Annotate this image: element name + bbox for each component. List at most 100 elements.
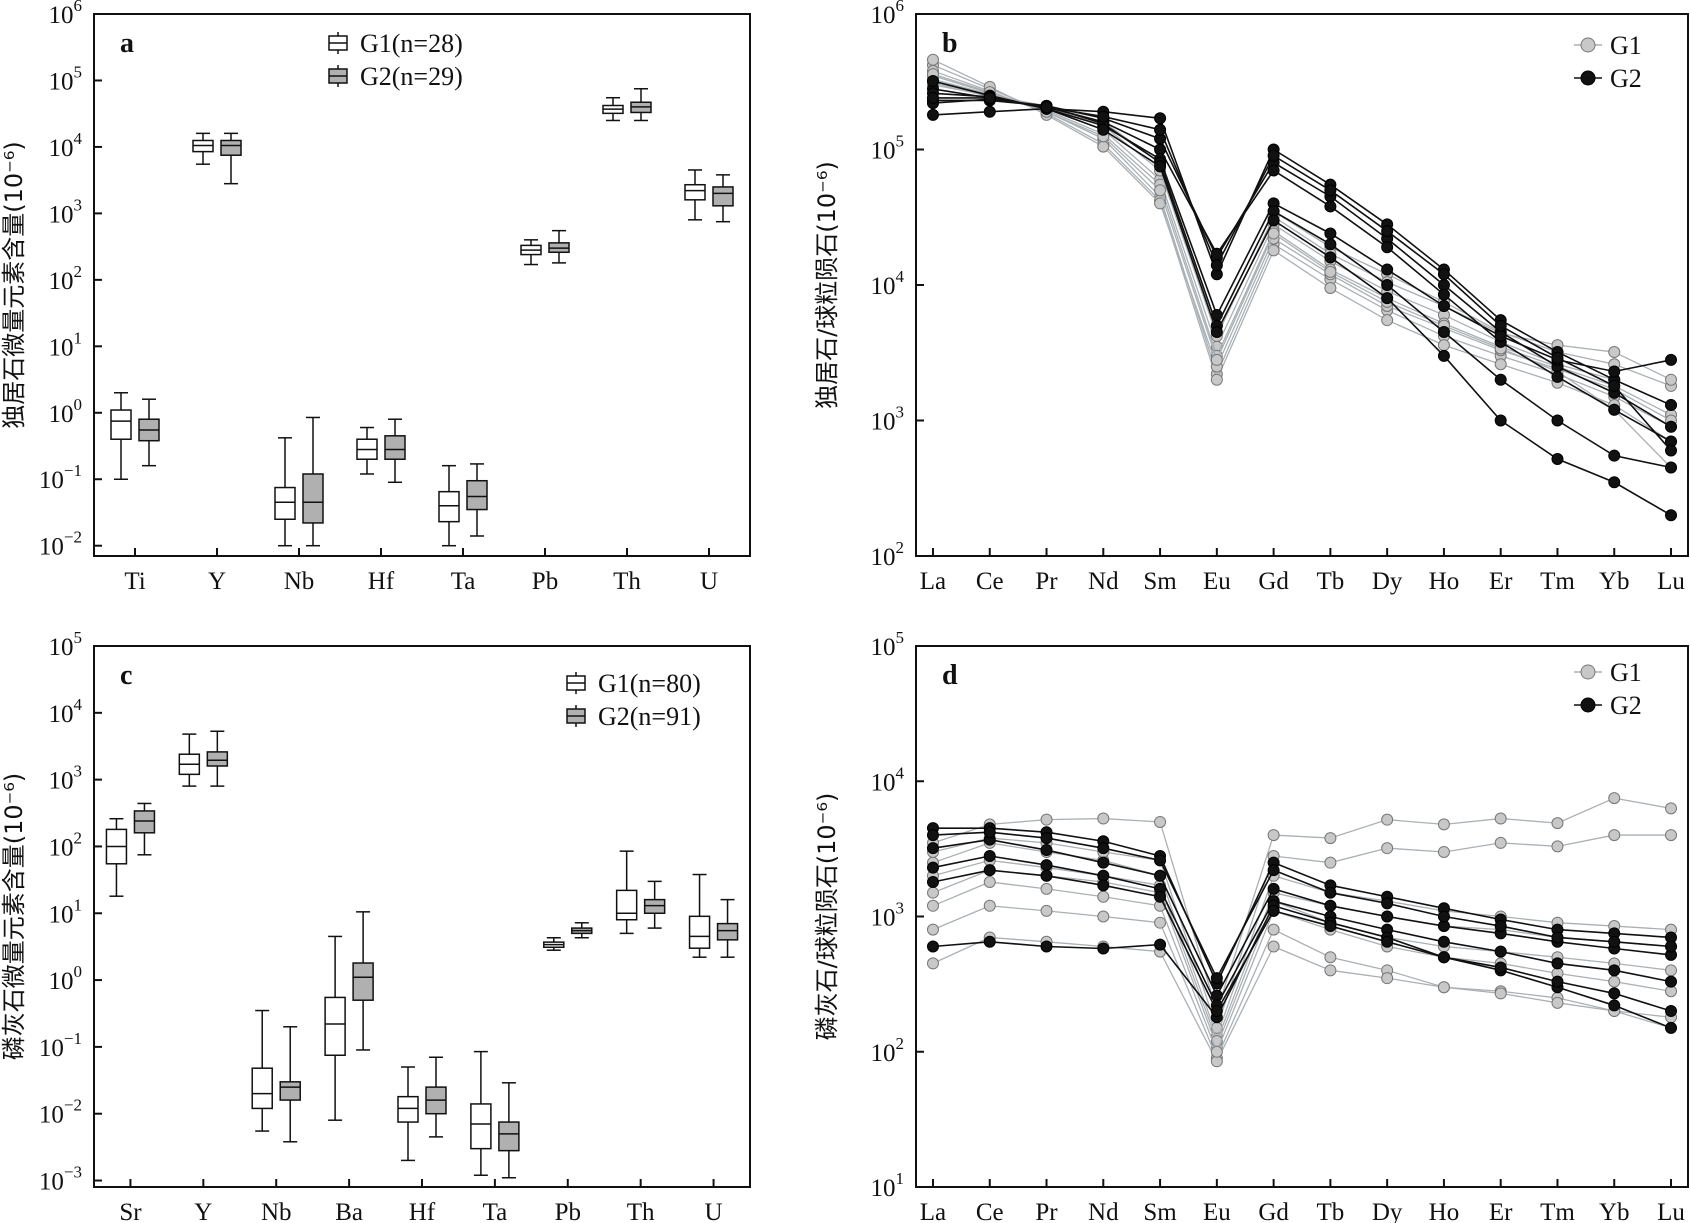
data-point [1324,282,1337,295]
y-tick-exponent: 1 [896,1169,905,1188]
data-point [1437,339,1450,352]
data-point [1608,346,1621,359]
y-tick-exponent: −1 [64,1029,82,1048]
y-tick-base: 10 [49,401,74,428]
data-point [926,91,939,104]
data-point [1040,859,1053,872]
legend-point-symbol [1580,664,1596,680]
data-point [1551,840,1564,853]
data-point [1040,904,1053,917]
legend-label: G2(n=91) [598,702,701,731]
data-point [1381,842,1394,855]
x-tick-label-ce: Ce [976,1199,1004,1223]
y-tick-exponent: 0 [74,962,83,981]
y-tick-label: 104 [871,763,905,796]
y-tick-base: 10 [871,544,896,571]
y-tick-label: 101 [49,328,83,361]
data-point [1608,403,1621,416]
box-g2-th [643,880,666,929]
data-point [1437,951,1450,964]
data-point [1381,813,1394,826]
x-tick-label-pr: Pr [1035,1199,1058,1223]
y-tick-base: 10 [39,534,64,561]
x-tick-label-tm: Tm [1540,1199,1575,1223]
series-line [932,936,1672,1063]
series-g2-14 [926,91,1678,457]
y-tick-base: 10 [871,1040,896,1067]
box-iqr [397,1095,419,1123]
legend-item-g2: G2(n=91) [566,702,701,731]
data-point [1324,184,1337,197]
box-g2-nb [279,1026,301,1143]
y-tick-exponent: 2 [896,538,905,557]
series-g2-10 [926,82,1678,448]
y-tick-base: 10 [49,901,74,928]
series-line [932,70,1672,443]
x-tick-label-sr: Sr [119,1199,142,1223]
data-point [1097,942,1110,955]
box-g2-hf [384,418,406,484]
box-g1-ba [324,935,346,1121]
series-line [932,88,1672,443]
y-tick-exponent: 5 [896,628,905,647]
data-point [1608,449,1621,462]
data-point [1324,251,1337,264]
y-axis-label: 磷灰石微量元素含量(10⁻⁶) [0,773,28,1061]
y-tick-label: 103 [49,195,83,228]
y-tick-base: 10 [871,1175,896,1202]
data-point [1551,817,1564,830]
data-point [1608,964,1621,977]
data-point [1551,996,1564,1009]
series-line [932,797,1672,1014]
plot-frame [915,13,1689,557]
x-tick-label-dy: Dy [1372,1199,1403,1223]
data-point [1154,184,1167,197]
data-point [1040,940,1053,953]
y-tick-exponent: 4 [896,267,905,286]
legend-label: G2(n=29) [360,62,463,91]
y-tick-base: 10 [871,905,896,932]
y-tick-exponent: 5 [74,62,83,81]
box-g2-u [716,898,739,958]
x-tick-label-lu: Lu [1657,568,1685,595]
data-point [1665,399,1678,412]
data-point [983,91,996,104]
data-point [1324,856,1337,869]
data-point [1267,214,1280,227]
y-tick-exponent: 3 [896,899,905,918]
box-g2-u [712,174,734,223]
data-point [1381,292,1394,305]
series-g2-12 [926,864,1678,1018]
y-tick-exponent: 3 [74,195,83,214]
x-tick-label-gd: Gd [1258,568,1289,595]
x-tick-label-hf: Hf [368,568,395,595]
series-g1-7 [926,875,1678,1058]
data-point [1665,964,1678,977]
x-tick-label-gd: Gd [1258,1199,1289,1223]
data-point [1154,890,1167,903]
box-g2-y [220,132,242,185]
box-iqr [643,898,666,915]
y-tick-base: 10 [871,634,896,661]
box-g1-ta [470,1050,492,1176]
data-point [1608,365,1621,378]
y-tick-exponent: −3 [64,1163,82,1182]
series-line [932,881,1672,1054]
data-point [983,850,996,863]
y-tick-exponent: 5 [896,132,905,151]
data-point [1551,931,1564,944]
box-iqr [498,1121,520,1152]
data-point [1381,225,1394,238]
data-point [1324,227,1337,240]
data-point [1097,910,1110,923]
y-tick-exponent: 3 [74,762,83,781]
y-tick-label: 100 [49,962,83,995]
data-point [1324,886,1337,899]
data-point [1551,957,1564,970]
data-point [1210,1045,1223,1058]
data-point [1381,263,1394,276]
y-tick-base: 10 [871,138,896,165]
